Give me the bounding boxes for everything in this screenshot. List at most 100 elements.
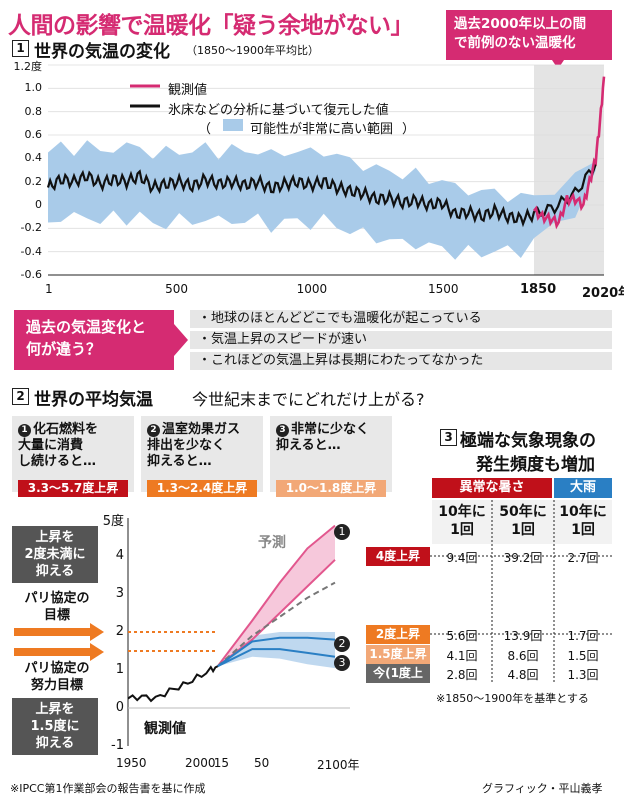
section3-title-line1: 極端な気象現象の xyxy=(460,431,596,451)
callout-line1: 過去2000年以上の間 xyxy=(454,16,587,32)
difference-item-1: ・地球のほとんどどこでも温暖化が起こっている xyxy=(190,310,612,328)
scenario-2-line3: 抑えると… xyxy=(147,454,212,469)
chart2-scenario1-band xyxy=(217,525,335,667)
section1-title: 世界の気温の変化 xyxy=(34,42,170,62)
scenario-1-card: 1 化石燃料を 大量に消費 し続けると… xyxy=(12,416,134,492)
scenario-2-line1: 温室効果ガス xyxy=(162,422,241,437)
legend-band-label: 可能性が非常に高い範囲 xyxy=(250,122,394,137)
col2-header-line1: 50年に xyxy=(499,504,547,520)
legend-observed-label: 観測値 xyxy=(168,83,208,98)
chart1-xtick: 1500 xyxy=(428,282,459,296)
chart1-ytick: -0.2 xyxy=(20,221,42,235)
table-cell: 5.6回 xyxy=(446,629,478,643)
limit-2deg-line2: 2度未満に xyxy=(24,547,86,562)
chart1-uncertainty-band xyxy=(48,140,596,260)
chart2-ytick: 1 xyxy=(115,662,124,677)
table-cell: 2.7回 xyxy=(567,551,599,565)
limit-2deg-line3: 抑える xyxy=(35,564,75,579)
chart1-ytick: 0.4 xyxy=(24,151,43,165)
scenario-3-line2: 抑えると… xyxy=(276,438,341,453)
paris-effort-label: パリ協定の 努力目標 xyxy=(12,660,102,694)
scenario-2-range: 1.3～2.4度上昇 xyxy=(147,480,257,497)
callout-pointer xyxy=(552,60,564,69)
headline: 人間の影響で温暖化「疑う余地がない」 xyxy=(8,13,414,39)
section1-number: 1 xyxy=(12,40,29,57)
chart2-scenario3-line xyxy=(217,648,336,668)
section2-title: 世界の平均気温 xyxy=(34,390,153,410)
rain-header: 大雨 xyxy=(554,478,612,498)
scenario-1-line1: 化石燃料を xyxy=(33,422,99,437)
legend-band-close: ） xyxy=(402,122,416,137)
section3-title-line2: 発生頻度も増加 xyxy=(476,455,595,475)
chart1-ytick: 0.6 xyxy=(24,128,43,141)
col3-header-line1: 10年に xyxy=(559,504,607,520)
section1-subtitle: （1850～1900年平均比） xyxy=(186,44,319,57)
paris-goal-line2: 目標 xyxy=(43,608,70,623)
table-cell: 2.8回 xyxy=(446,668,478,682)
table-cell: 1.5回 xyxy=(567,649,599,663)
chart2-marker-3: 3 xyxy=(334,655,350,671)
scenario-2-number: 2 xyxy=(147,424,160,437)
scenario-3-card: 3 非常に少なく 抑えると… xyxy=(270,416,392,492)
scenario-1-range: 3.3～5.7度上昇 xyxy=(18,480,128,497)
table-row-label: 1.5度上昇 xyxy=(366,645,430,664)
chart2-scenario-mid xyxy=(217,581,336,667)
scenario-2-line2: 排出を少なく xyxy=(147,438,226,453)
source-note: ※IPCC第1作業部会の報告書を基に作成 xyxy=(10,782,206,795)
difference-item-2: ・気温上昇のスピードが速い xyxy=(190,331,612,349)
limit-15deg-line2: 1.5度に xyxy=(30,719,80,734)
table-cell: 4.1回 xyxy=(446,649,478,663)
limit-15deg-line1: 上昇を xyxy=(35,702,75,717)
chart1-xtick: 1000 xyxy=(296,282,328,296)
limit-15deg-line3: 抑える xyxy=(35,736,75,751)
col2-header-line2: 1回 xyxy=(511,522,535,538)
table-cell: 13.9回 xyxy=(503,629,543,643)
chart1-observed-line xyxy=(532,76,606,230)
scenario-1-line3: し続けると… xyxy=(18,454,97,469)
scenario-3-number: 3 xyxy=(276,424,289,437)
chart1-ytick: 1.2度 xyxy=(13,60,43,73)
differences-arrow xyxy=(174,324,188,356)
col1-header-line1: 10年に xyxy=(438,504,486,520)
col2-header: 50年に 1回 xyxy=(492,503,554,539)
chart1-xtick: 1 xyxy=(45,282,53,296)
chart1-ytick: 0.2 xyxy=(24,174,43,188)
chart1-ytick: 0.8 xyxy=(24,104,43,118)
chart2-marker-1: 1 xyxy=(334,524,350,540)
scenario-3-range: 1.0～1.8度上昇 xyxy=(276,480,386,497)
chart2-forecast-label: 予測 xyxy=(258,535,286,551)
table-colheader-bg xyxy=(432,500,612,544)
hot-header: 異常な暑さ xyxy=(432,478,552,498)
chart2-ytick: 2 xyxy=(115,624,124,639)
chart2-ytick: 0 xyxy=(115,700,124,715)
table-row-label: 今(1度上昇) xyxy=(366,664,430,699)
differences-line2: 何が違う？ xyxy=(26,340,102,358)
differences-line1: 過去の気温変化と xyxy=(26,318,147,336)
chart2-xtick: 2000 xyxy=(185,756,216,770)
chart2-ytick: 4 xyxy=(115,548,124,563)
limit-2deg-box: 上昇を 2度未満に 抑える xyxy=(12,526,98,583)
col1-header-line2: 1回 xyxy=(450,522,474,538)
legend-band-open: （ xyxy=(198,122,212,137)
section3-number: 3 xyxy=(440,429,457,446)
scenario-1-number: 1 xyxy=(18,424,31,437)
table-cell: 9.4回 xyxy=(446,551,478,565)
col1-header: 10年に 1回 xyxy=(432,503,492,539)
chart1-ytick: -0.4 xyxy=(20,244,42,258)
limit-15deg-box: 上昇を 1.5度に 抑える xyxy=(12,698,98,755)
paris-effort-line2: 努力目標 xyxy=(30,678,83,693)
table-row-label: 2度上昇 xyxy=(366,625,430,644)
table-cell: 1.3回 xyxy=(567,668,599,682)
table-row-label: 4度上昇 xyxy=(366,547,430,566)
chart2-observed-label: 観測値 xyxy=(144,721,186,737)
scenario-2-card: 2 温室効果ガス 排出を少なく 抑えると… xyxy=(141,416,263,492)
chart2-ytick: 5度 xyxy=(102,514,124,529)
chart2-observed-line xyxy=(127,665,219,703)
chart2-marker-2: 2 xyxy=(334,636,350,652)
limit-2deg-line1: 上昇を xyxy=(35,530,75,545)
callout-box: 過去2000年以上の間 で前例のない温暖化 xyxy=(446,10,612,60)
differences-box: 過去の気温変化と 何が違う？ xyxy=(14,310,174,370)
chart1-reconstructed-line xyxy=(46,163,597,228)
chart2-scenario1-lower xyxy=(217,559,336,667)
